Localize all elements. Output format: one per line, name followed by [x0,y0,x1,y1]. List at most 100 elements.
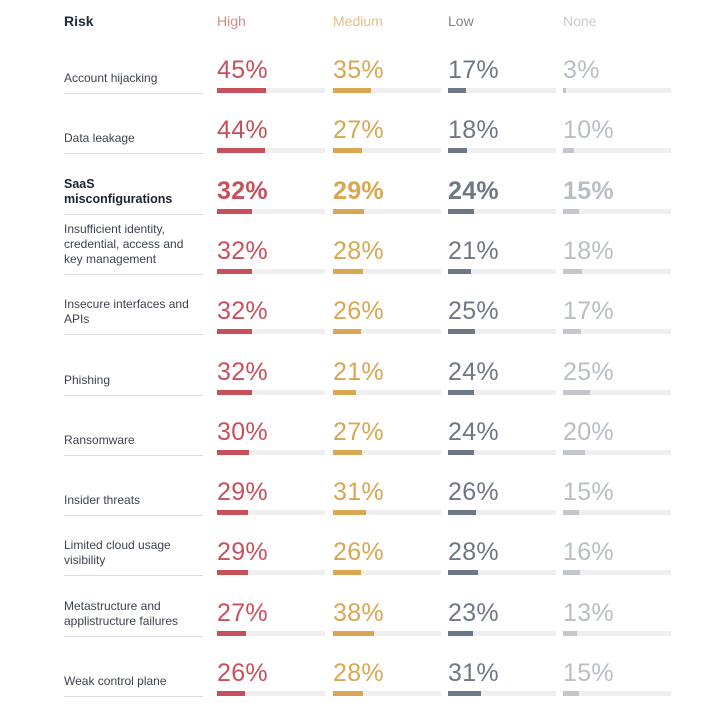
value-label-none: 18% [563,236,614,265]
bar-track [448,268,556,274]
bar-low [448,329,475,335]
value-label-high: 45% [217,56,268,84]
value-label-low: 24% [448,417,499,446]
bar-track [563,570,671,576]
bar-low [448,570,479,576]
value-label-medium: 38% [333,598,384,627]
bar-high [217,449,250,455]
value-label-medium: 26% [333,297,384,326]
bar-none [563,449,585,455]
bar-high [217,691,246,696]
value-label-none: 25% [563,357,614,386]
row-divider [64,454,203,456]
bar-track [217,329,325,335]
bar-track [448,88,556,93]
bar-track [333,208,441,214]
bar-track [333,630,441,636]
column-header-medium: Medium [333,13,383,29]
value-label-none: 15% [563,659,614,687]
bar-track [563,510,671,516]
value-label-medium: 31% [333,478,384,507]
risk-label: Metastructure and applistructure failure… [64,598,179,628]
bar-track [333,510,441,516]
bar-none [563,148,574,154]
bar-track [563,208,671,214]
bar-track [217,570,325,576]
value-label-low: 24% [448,176,499,205]
bar-track [217,389,325,395]
value-label-medium: 27% [333,116,384,145]
bar-medium [333,148,363,154]
row-divider [64,213,203,215]
bar-medium [333,88,371,93]
bar-medium [333,691,364,696]
risk-label: Insecure interfaces and APIs [64,297,189,327]
risk-label: Phishing [64,372,111,387]
bar-low [448,268,471,274]
row-divider [64,575,203,577]
value-label-low: 21% [448,236,499,265]
value-label-medium: 27% [333,417,384,446]
value-label-high: 30% [217,417,268,446]
bar-track [333,691,441,696]
bar-medium [333,449,363,455]
row-divider [64,696,203,697]
bar-medium [333,570,362,576]
bar-track [217,691,325,696]
bar-track [448,208,556,214]
bar-high [217,389,252,395]
value-label-none: 10% [563,116,614,145]
bar-medium [333,329,362,335]
bar-track [563,691,671,696]
bar-track [333,268,441,274]
bar-track [563,268,671,274]
bar-track [333,389,441,395]
column-header-high: High [217,13,246,29]
bar-track [563,148,671,154]
value-label-high: 32% [217,297,268,326]
bar-none [563,268,583,274]
bar-track [333,329,441,335]
row-divider [64,273,203,275]
bar-high [217,630,247,636]
risk-label: Account hijacking [64,71,158,85]
bar-track [448,630,556,636]
bar-none [563,88,567,93]
bar-track [217,268,325,274]
row-divider [64,334,203,336]
value-label-low: 26% [448,478,499,507]
bar-none [563,570,581,576]
bar-none [563,630,578,636]
bar-track [448,510,556,516]
value-label-none: 3% [563,56,600,84]
bar-low [448,208,474,214]
risk-label: SaaS misconfigurations [64,176,173,206]
bar-track [333,148,441,154]
value-label-none: 17% [563,297,614,326]
value-label-low: 23% [448,598,499,627]
bar-medium [333,268,364,274]
bar-track [217,630,325,636]
value-label-low: 31% [448,659,499,687]
bar-track [333,88,441,93]
bar-low [448,510,477,516]
bar-medium [333,630,375,636]
bar-track [448,329,556,335]
bar-none [563,329,582,335]
risk-column-header: Risk [64,13,94,29]
value-label-none: 20% [563,417,614,446]
value-label-high: 27% [217,598,268,627]
column-header-low: Low [448,13,474,29]
value-label-low: 17% [448,56,499,84]
risk-label: Insider threats [64,493,141,508]
bar-medium [333,510,367,516]
value-label-medium: 26% [333,538,384,567]
bar-high [217,329,252,335]
bar-high [217,510,249,516]
bar-track [448,691,556,696]
value-label-low: 25% [448,297,499,326]
bar-high [217,208,252,214]
column-header-none: None [563,13,597,29]
row-divider [64,394,203,396]
value-label-low: 24% [448,357,499,386]
